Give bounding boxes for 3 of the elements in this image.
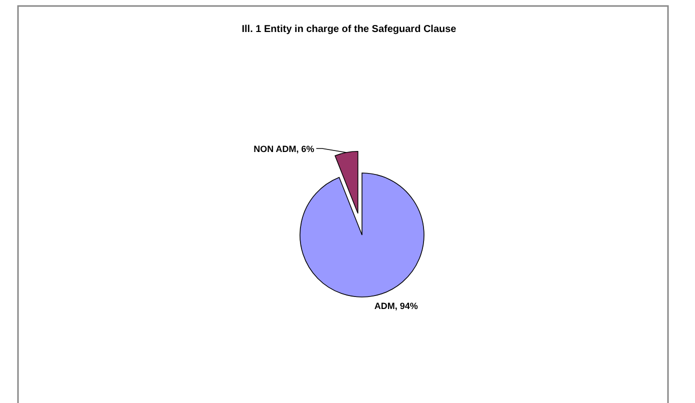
- chart-title: Ill. 1 Entity in charge of the Safeguard Clause: [242, 24, 457, 35]
- slice-label: NON ADM, 6%: [254, 144, 314, 154]
- slice-label: ADM, 94%: [374, 300, 418, 311]
